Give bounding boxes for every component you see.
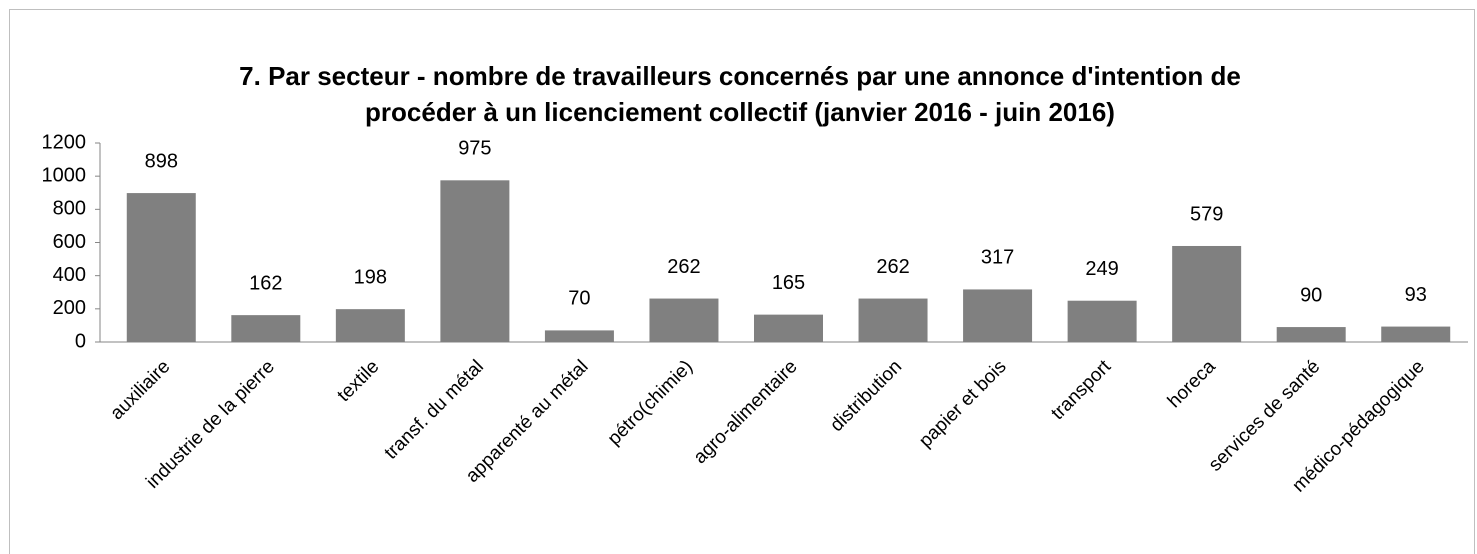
data-label: 975 bbox=[458, 138, 491, 160]
data-label: 70 bbox=[568, 288, 590, 310]
x-tick-label: papier et bois bbox=[915, 356, 1011, 452]
x-tick-label: transf. du métal bbox=[381, 356, 488, 463]
bar bbox=[1172, 245, 1242, 342]
x-tick-label: services de santé bbox=[1205, 356, 1324, 475]
y-tick-label: 200 bbox=[53, 297, 86, 319]
data-label: 90 bbox=[1300, 284, 1322, 306]
x-tick-label: textile bbox=[333, 356, 383, 406]
data-label: 249 bbox=[1085, 258, 1118, 280]
data-label: 579 bbox=[1190, 203, 1223, 225]
data-label: 262 bbox=[876, 256, 909, 278]
chart-border bbox=[9, 9, 1475, 554]
chart-title: 7. Par secteur - nombre de travailleurs … bbox=[239, 61, 1241, 127]
data-label: 162 bbox=[249, 272, 282, 294]
bar bbox=[231, 315, 301, 342]
x-tick-label: pétro(chimie) bbox=[604, 356, 697, 449]
x-tick-label: transport bbox=[1047, 356, 1115, 424]
x-tick-label: horeca bbox=[1164, 356, 1220, 412]
bar bbox=[649, 298, 719, 342]
data-label: 165 bbox=[772, 272, 805, 294]
bar bbox=[858, 298, 928, 342]
bar bbox=[754, 314, 823, 342]
y-tick-label: 0 bbox=[75, 330, 86, 352]
data-label: 198 bbox=[354, 266, 387, 288]
bar bbox=[544, 330, 614, 342]
y-tick-label: 400 bbox=[53, 264, 86, 286]
bar bbox=[126, 193, 196, 342]
bar bbox=[1381, 326, 1451, 342]
data-label: 898 bbox=[145, 150, 178, 172]
bar bbox=[1276, 327, 1346, 342]
y-tick-label: 600 bbox=[53, 231, 86, 253]
bar bbox=[963, 289, 1033, 342]
x-tick-label: agro-alimentaire bbox=[690, 356, 802, 468]
y-tick-label: 800 bbox=[53, 198, 86, 220]
bar bbox=[1067, 300, 1137, 342]
x-tick-label: distribution bbox=[826, 356, 906, 436]
y-tick-label: 1000 bbox=[42, 164, 87, 186]
bar bbox=[440, 180, 510, 342]
x-tick-label: auxiliaire bbox=[106, 356, 174, 424]
data-label: 262 bbox=[667, 256, 700, 278]
data-label: 317 bbox=[981, 247, 1014, 269]
data-label: 93 bbox=[1405, 284, 1427, 306]
bar bbox=[335, 309, 405, 342]
y-tick-label: 1200 bbox=[42, 131, 87, 153]
